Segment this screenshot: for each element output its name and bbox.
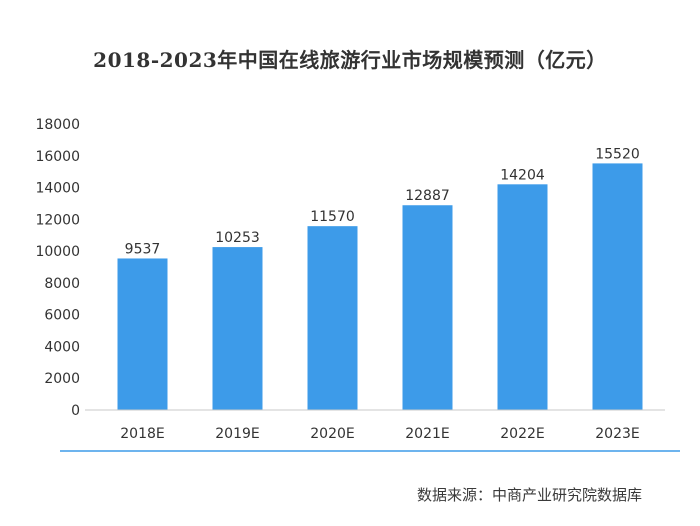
data-label: 10253 bbox=[215, 230, 260, 246]
x-tick-label: 2018E bbox=[120, 426, 164, 442]
y-tick-label: 12000 bbox=[35, 212, 80, 228]
x-tick-label: 2022E bbox=[500, 426, 544, 442]
y-tick-label: 4000 bbox=[44, 339, 80, 355]
bar bbox=[402, 205, 453, 410]
bar bbox=[117, 258, 168, 410]
y-tick-label: 14000 bbox=[35, 181, 80, 197]
y-tick-label: 2000 bbox=[44, 371, 80, 387]
y-tick-label: 8000 bbox=[44, 276, 80, 292]
bar bbox=[212, 247, 263, 410]
data-label: 11570 bbox=[310, 209, 355, 225]
x-tick-label: 2023E bbox=[595, 426, 639, 442]
source-note: 数据来源：中商产业研究院数据库 bbox=[416, 486, 642, 504]
data-labels: 9537 10253 11570 12887 14204 15520 bbox=[125, 146, 640, 257]
data-label: 12887 bbox=[405, 188, 450, 204]
bar bbox=[592, 163, 643, 410]
bar bbox=[307, 226, 358, 410]
bar bbox=[497, 184, 548, 410]
y-tick-label: 16000 bbox=[35, 149, 80, 165]
chart-title: 2018-2023年中国在线旅游行业市场规模预测（亿元） bbox=[93, 48, 607, 72]
y-tick-label: 10000 bbox=[35, 244, 80, 260]
x-axis: 2018E 2019E 2020E 2021E 2022E 2023E bbox=[60, 409, 680, 452]
x-tick-label: 2019E bbox=[215, 426, 259, 442]
data-label: 15520 bbox=[595, 146, 640, 162]
x-tick-label: 2020E bbox=[310, 426, 354, 442]
data-label: 9537 bbox=[125, 241, 161, 257]
bars bbox=[117, 163, 643, 410]
y-tick-label: 6000 bbox=[44, 308, 80, 324]
y-axis: 0 2000 4000 6000 8000 10000 12000 14000 16000 180… bbox=[35, 117, 80, 419]
y-tick-label: 18000 bbox=[35, 117, 80, 133]
x-tick-label: 2021E bbox=[405, 426, 449, 442]
data-label: 14204 bbox=[500, 167, 545, 183]
y-tick-label: 0 bbox=[71, 403, 80, 419]
